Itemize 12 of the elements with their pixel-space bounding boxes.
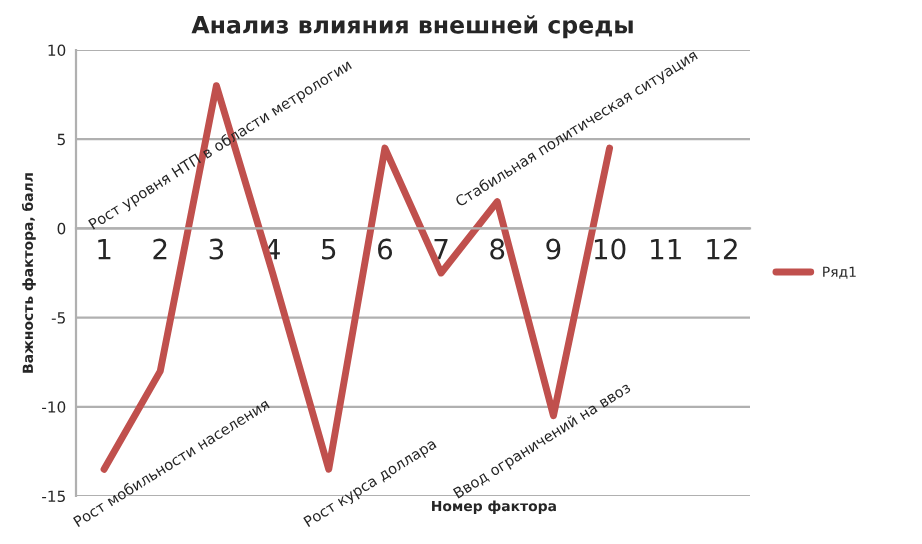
x-tick-label: 2 (153, 238, 167, 260)
x-tick-label: 12 (707, 238, 737, 260)
x-tick-label: 7 (434, 238, 448, 260)
x-tick-label: 11 (651, 238, 681, 260)
x-tick-label: 1 (98, 238, 111, 260)
x-tick-label: 10 (594, 238, 626, 260)
x-tick-label: 3 (209, 238, 224, 260)
chart-title: Анализ влияния внешней среды (191, 15, 633, 39)
x-tick-label: 6 (378, 238, 392, 260)
x-tick-label: 5 (322, 238, 336, 260)
x-tick-label: 9 (546, 238, 561, 260)
x-tick-label: 8 (490, 238, 505, 260)
